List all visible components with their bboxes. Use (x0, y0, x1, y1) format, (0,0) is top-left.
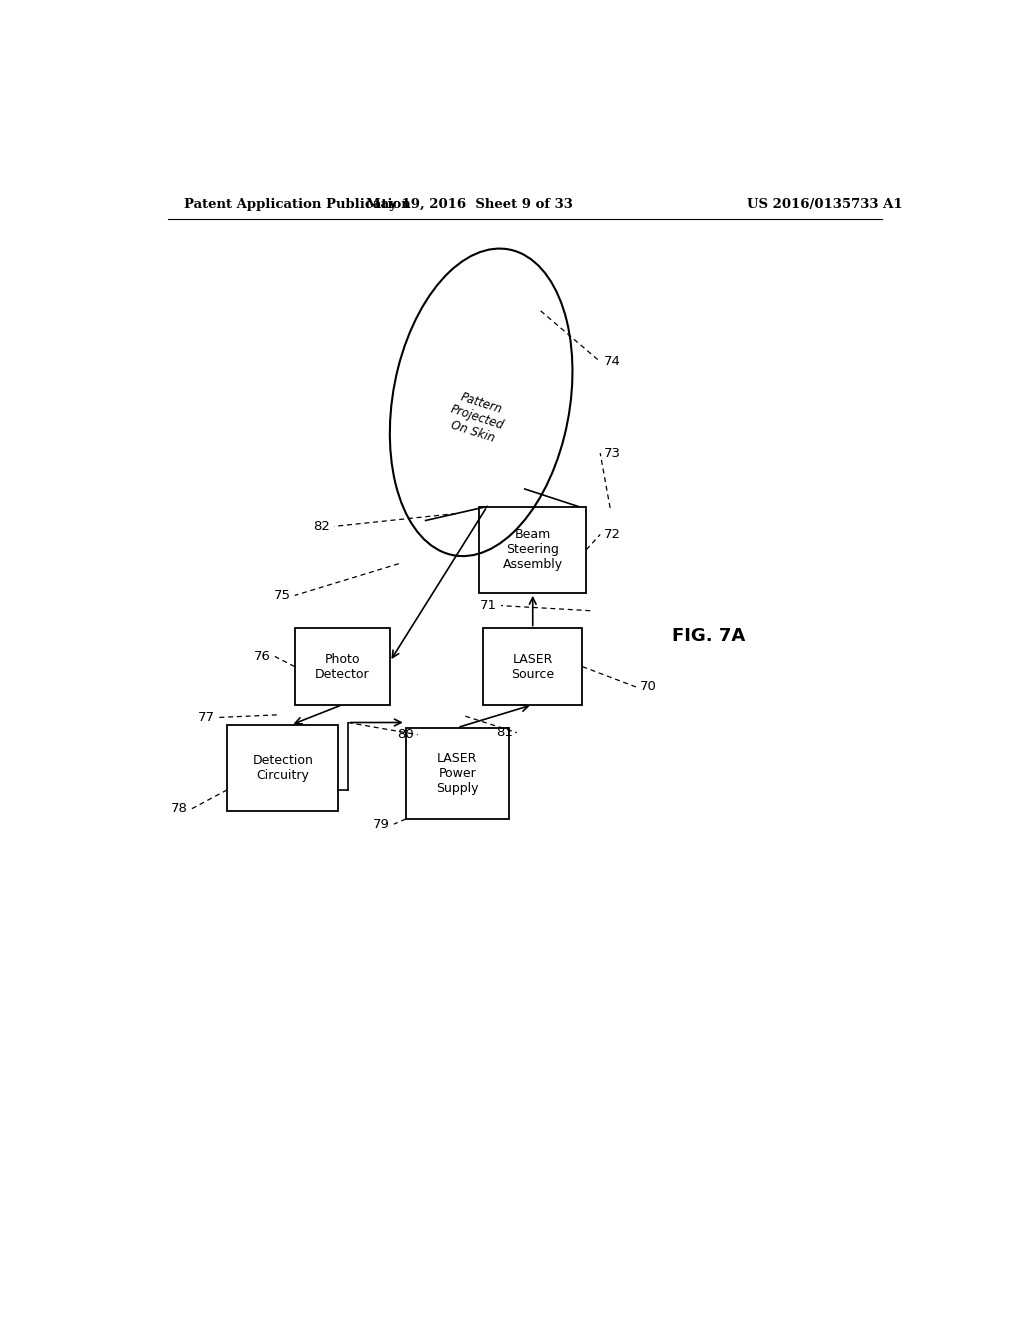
Bar (483, 628, 583, 705)
Text: 75: 75 (273, 589, 291, 602)
Text: May 19, 2016  Sheet 9 of 33: May 19, 2016 Sheet 9 of 33 (366, 198, 572, 211)
Text: 74: 74 (604, 355, 621, 368)
Text: 82: 82 (313, 520, 331, 533)
Text: 77: 77 (199, 711, 215, 723)
Bar (406, 727, 509, 818)
Text: Patent Application Publication: Patent Application Publication (183, 198, 411, 211)
Text: 70: 70 (640, 680, 656, 693)
Text: US 2016/0135733 A1: US 2016/0135733 A1 (748, 198, 902, 211)
Text: Detection
Circuitry: Detection Circuitry (252, 754, 313, 783)
Text: 80: 80 (397, 729, 414, 742)
Text: 76: 76 (254, 649, 270, 663)
Bar (227, 725, 338, 812)
Text: Beam
Steering
Assembly: Beam Steering Assembly (503, 528, 563, 572)
Text: 81: 81 (496, 726, 513, 739)
Text: 78: 78 (171, 803, 187, 816)
Text: 79: 79 (373, 817, 390, 830)
Text: 71: 71 (480, 599, 497, 612)
Text: LASER
Power
Supply: LASER Power Supply (436, 752, 478, 795)
Text: LASER
Source: LASER Source (511, 652, 554, 681)
Text: Photo
Detector: Photo Detector (315, 652, 370, 681)
Bar (295, 628, 390, 705)
Text: 73: 73 (604, 446, 622, 459)
Text: FIG. 7A: FIG. 7A (672, 627, 744, 645)
Text: Pattern
Projected
On Skin: Pattern Projected On Skin (444, 388, 510, 446)
Text: 72: 72 (604, 528, 622, 541)
Bar (479, 507, 587, 593)
